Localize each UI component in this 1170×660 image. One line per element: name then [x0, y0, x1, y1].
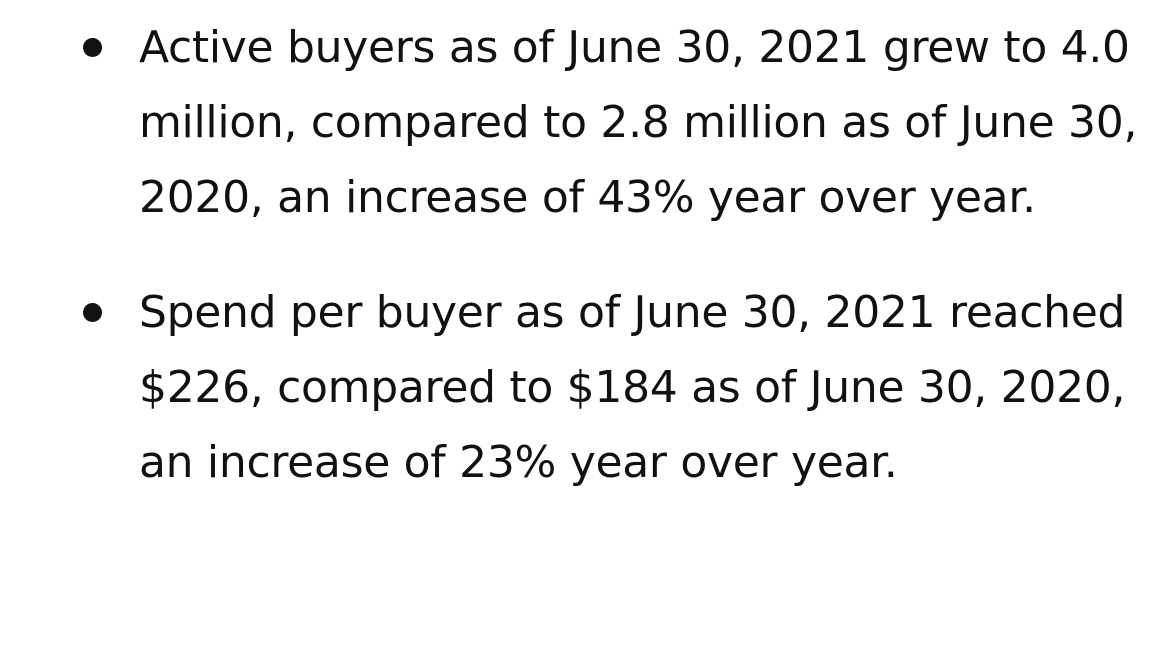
- bullet-text-spend-per-buyer: Spend per buyer as of June 30, 2021 reac…: [139, 287, 1126, 488]
- bullet-list: Active buyers as of June 30, 2021 grew t…: [0, 10, 1170, 500]
- bullet-text-active-buyers: Active buyers as of June 30, 2021 grew t…: [139, 22, 1138, 223]
- bullet-dot-icon: [83, 38, 102, 57]
- bullet-dot-icon: [83, 303, 102, 322]
- bullet-item-active-buyers: Active buyers as of June 30, 2021 grew t…: [0, 10, 1170, 235]
- bullet-item-spend-per-buyer: Spend per buyer as of June 30, 2021 reac…: [0, 275, 1170, 500]
